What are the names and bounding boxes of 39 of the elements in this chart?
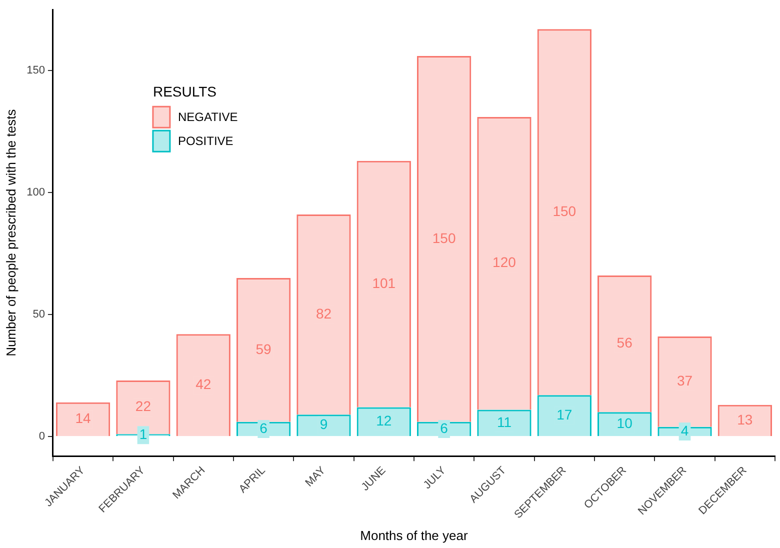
data-label: 17 (556, 406, 572, 422)
legend-label: NEGATIVE (178, 110, 238, 124)
data-label: 22 (135, 398, 152, 414)
data-label: 37 (676, 372, 693, 389)
legend-title: RESULTS (152, 83, 216, 100)
data-label: 150 (552, 202, 576, 219)
bar (597, 276, 652, 412)
data-label: 42 (196, 376, 212, 392)
bar (537, 29, 592, 396)
data-label: 56 (616, 334, 633, 351)
x-axis-title: Months of the year (360, 528, 468, 543)
y-axis-title: Number of people prescribed with the tests (3, 108, 18, 356)
data-label: 14 (75, 410, 92, 426)
data-label: 11 (496, 414, 512, 430)
data-label: 101 (372, 274, 396, 291)
data-label: 13 (737, 411, 753, 428)
y-tick-label: 100 (26, 186, 45, 199)
data-label: 4 (680, 422, 689, 438)
data-label: 6 (260, 420, 268, 436)
bar (296, 214, 351, 415)
data-label: 120 (492, 254, 516, 270)
y-tick-label: 0 (38, 430, 45, 443)
bar (356, 160, 411, 408)
data-label: 59 (256, 340, 272, 357)
data-label: 82 (316, 305, 332, 322)
bar (416, 56, 472, 422)
y-tick-label: 150 (26, 64, 45, 77)
data-label: 1 (139, 426, 148, 442)
bar (658, 336, 712, 427)
y-tick-label: 50 (32, 308, 45, 321)
bar (477, 116, 532, 410)
legend-label: POSITIVE (178, 134, 234, 148)
data-label: 150 (432, 230, 456, 246)
data-label: 10 (616, 414, 633, 431)
data-label: 6 (440, 420, 448, 436)
data-label: 9 (320, 416, 328, 432)
data-label: 12 (376, 412, 392, 429)
bar (176, 334, 230, 436)
bar (236, 278, 291, 422)
